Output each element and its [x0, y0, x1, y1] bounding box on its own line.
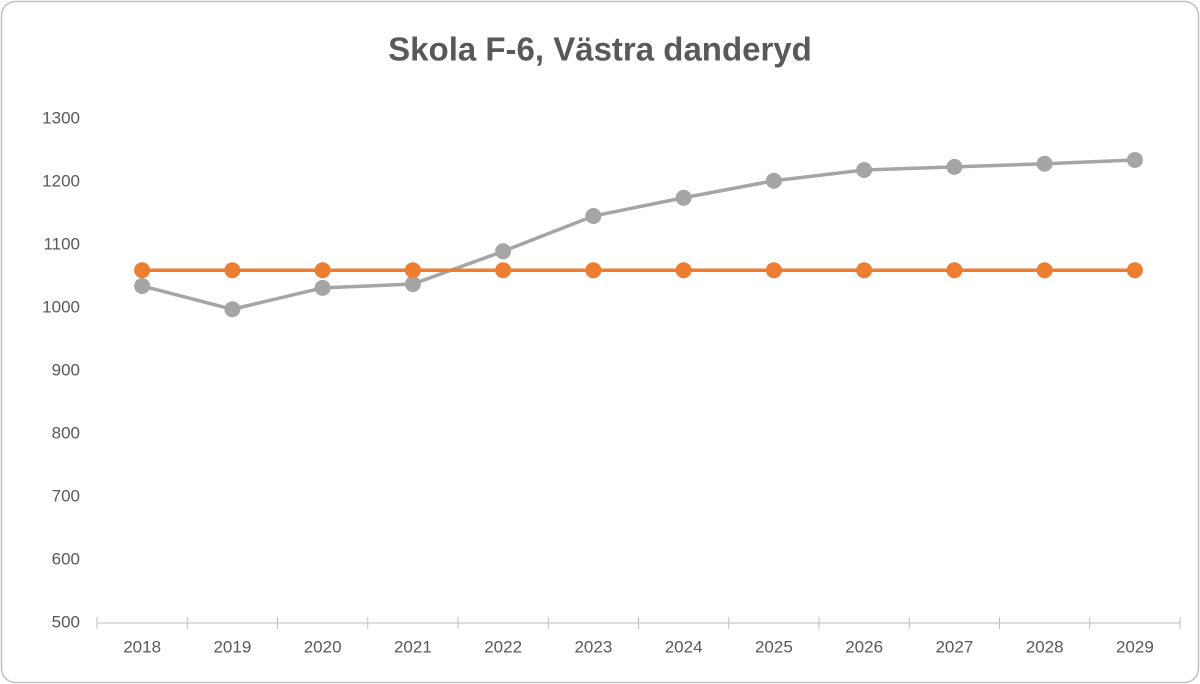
y-tick-label: 500: [52, 612, 80, 631]
series-marker: [946, 158, 963, 175]
x-tick-label: 2023: [574, 637, 612, 656]
series-marker: [585, 262, 602, 279]
x-tick-label: 2019: [213, 637, 251, 656]
series-marker: [495, 262, 512, 279]
y-tick-label: 1200: [42, 171, 80, 190]
series-marker: [314, 279, 331, 296]
x-tick-label: 2018: [123, 637, 161, 656]
series-marker: [856, 262, 873, 279]
series-marker: [404, 276, 421, 293]
y-tick-label: 600: [52, 549, 80, 568]
series-marker: [495, 243, 512, 260]
series-marker: [856, 162, 873, 179]
series-marker: [1126, 262, 1143, 279]
series-marker: [765, 262, 782, 279]
chart-title: Skola F-6, Västra danderyd: [388, 31, 812, 68]
series-marker: [765, 172, 782, 189]
y-tick-label: 900: [52, 360, 80, 379]
y-tick-label: 1100: [43, 234, 80, 253]
x-tick-label: 2029: [1116, 637, 1154, 656]
y-tick-label: 1300: [42, 108, 80, 127]
x-tick-label: 2020: [304, 637, 342, 656]
series-marker: [946, 262, 963, 279]
series-marker: [404, 262, 421, 279]
x-tick-label: 2027: [935, 637, 973, 656]
x-tick-label: 2022: [484, 637, 522, 656]
y-tick-label: 800: [52, 423, 80, 442]
series-line: [141, 158, 1135, 312]
series-marker: [1036, 155, 1053, 172]
series-marker: [134, 277, 151, 294]
x-tick-label: 2021: [394, 637, 432, 656]
x-tick-label: 2025: [755, 637, 793, 656]
x-tick-label: 2024: [665, 637, 703, 656]
x-tick-label: 2026: [845, 637, 883, 656]
series-marker: [134, 262, 151, 279]
series-marker: [1126, 151, 1143, 168]
x-tick-label: 2028: [1026, 637, 1064, 656]
y-tick-label: 1000: [42, 297, 80, 316]
series-marker: [675, 262, 692, 279]
series-marker: [224, 301, 241, 318]
series-marker: [1036, 262, 1053, 279]
series-marker: [585, 208, 602, 225]
y-tick-label: 700: [52, 486, 80, 505]
series-marker: [314, 262, 331, 279]
series-marker: [224, 262, 241, 279]
series-marker: [675, 189, 692, 206]
